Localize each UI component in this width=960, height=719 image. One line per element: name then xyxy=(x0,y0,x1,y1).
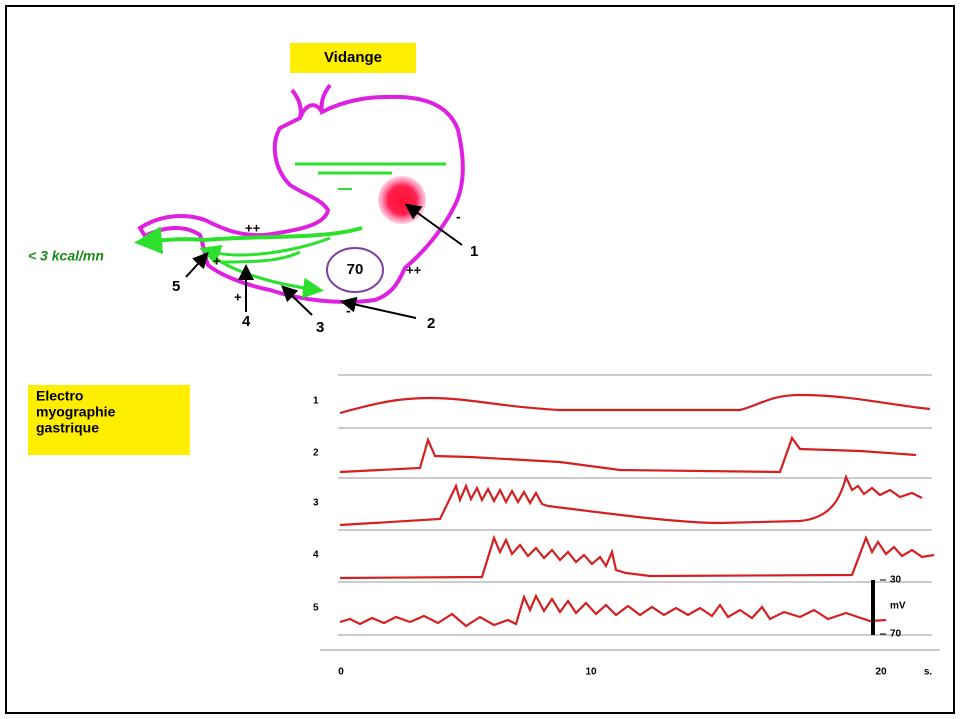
arrow-label: 1 xyxy=(470,243,478,260)
trace xyxy=(339,393,931,415)
scale-bottom: 70 xyxy=(890,629,902,640)
minus-mark: - xyxy=(456,209,461,225)
trace-grid xyxy=(338,374,932,636)
flow-arrow xyxy=(134,226,363,255)
arrow-label: 3 xyxy=(316,319,324,336)
content-blob xyxy=(378,176,426,224)
plus-mark: ++ xyxy=(406,262,422,277)
trace xyxy=(339,534,935,580)
trace-label: 3 xyxy=(313,498,319,509)
arrow-label: 2 xyxy=(427,315,435,332)
scale-top: 30 xyxy=(890,575,902,586)
emg-title: Electro xyxy=(36,388,83,404)
pressure-circle xyxy=(326,247,384,293)
trace xyxy=(339,593,887,628)
plus-mark: + xyxy=(234,289,242,304)
flow-arrow xyxy=(199,236,331,265)
arrow-label: 5 xyxy=(172,278,180,295)
minus-mark: - xyxy=(346,303,351,319)
arrow-label: 4 xyxy=(242,313,251,330)
stomach-outline xyxy=(137,83,465,304)
trace-label: 5 xyxy=(313,603,319,614)
pointer-arrow xyxy=(185,252,209,278)
x-unit: s. xyxy=(924,667,933,678)
trace-label: 2 xyxy=(313,448,319,459)
x-tick-label: 10 xyxy=(585,667,597,678)
x-tick-label: 0 xyxy=(338,667,344,678)
trace xyxy=(339,435,917,474)
esophagus xyxy=(298,103,324,119)
emg-title: gastrique xyxy=(36,420,99,436)
traces xyxy=(339,393,935,628)
pointer-arrow xyxy=(404,203,463,246)
x-tick-label: 20 xyxy=(875,667,887,678)
flow-label: < 3 kcal/mn xyxy=(28,248,104,264)
trace-label: 4 xyxy=(313,550,319,561)
pointer-arrow xyxy=(340,296,417,319)
plus-mark: ++ xyxy=(245,220,261,235)
frame xyxy=(5,5,955,714)
emg-title-box xyxy=(28,385,190,455)
pointer-arrow xyxy=(281,285,313,316)
flow-arrow xyxy=(219,250,301,264)
title-box xyxy=(290,43,416,73)
trace xyxy=(339,473,923,527)
scale-unit: mV xyxy=(890,601,906,612)
trace-label: 1 xyxy=(313,396,319,407)
plus-mark: + xyxy=(213,253,221,268)
pressure-value: 70 xyxy=(347,261,364,278)
emg-title: myographie xyxy=(36,404,116,420)
title: Vidange xyxy=(324,49,382,66)
